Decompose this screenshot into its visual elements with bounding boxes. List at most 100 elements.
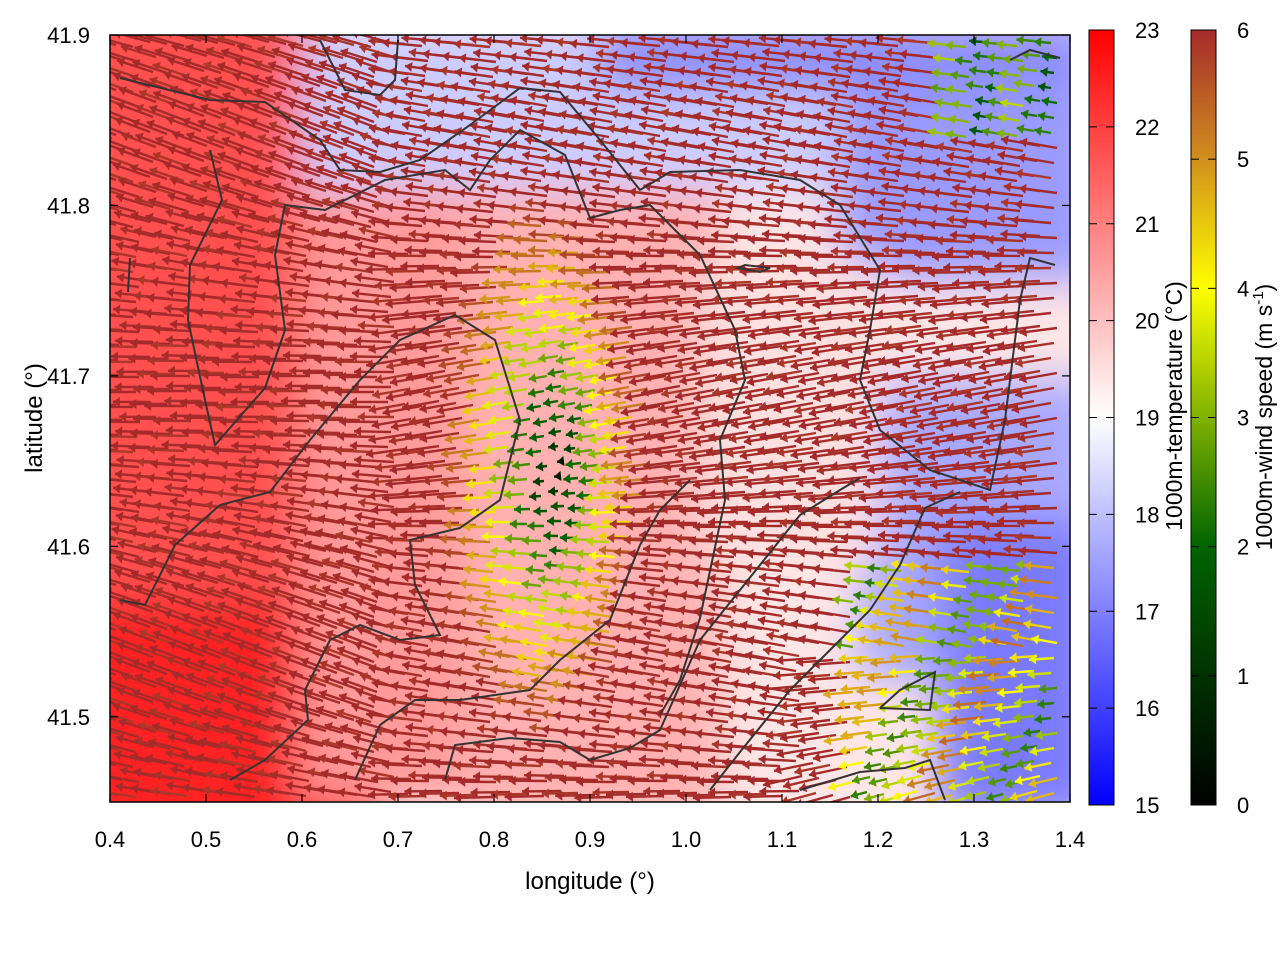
wind-vector-head	[482, 400, 491, 411]
wind-vector-head	[578, 188, 586, 199]
wind-vector-head	[148, 261, 156, 272]
wind-vector-head	[323, 105, 332, 115]
wind-vector-head	[722, 36, 730, 46]
wind-vector-head	[714, 183, 723, 194]
wind-vector-head	[845, 312, 853, 323]
wind-vector-head	[624, 298, 632, 309]
wind-vector-head	[79, 165, 87, 174]
wind-vector-head	[470, 62, 479, 73]
wind-vector	[357, 35, 389, 44]
wind-vector-head	[408, 324, 417, 335]
wind-vector-head	[809, 451, 818, 462]
wind-vector-head	[301, 193, 311, 204]
wind-vector-head	[811, 251, 819, 262]
wind-vector-head	[303, 337, 311, 348]
wind-vector-head	[626, 345, 634, 356]
wind-vector-head	[285, 380, 293, 391]
wind-vector-head	[529, 432, 538, 443]
wind-vector-head	[986, 421, 995, 431]
wind-vector-head	[657, 152, 666, 163]
wind-vector-head	[501, 80, 510, 91]
wind-vector-head	[576, 141, 585, 152]
wind-vector-head	[299, 257, 308, 268]
wind-vector-head	[267, 213, 276, 224]
wind-vector-head	[592, 91, 601, 102]
wind-vector-head	[249, 118, 258, 128]
wind-vector-head	[374, 185, 383, 196]
wind-vector-head	[729, 280, 737, 291]
wind-vector-head	[612, 93, 621, 104]
wind-vector-head	[845, 343, 853, 354]
wind-vector-head	[661, 107, 670, 118]
wind-vector-head	[433, 313, 441, 324]
wind-vector-head	[643, 245, 651, 256]
wind-vector-head	[865, 421, 874, 432]
wind-vector-head	[986, 329, 995, 340]
wind-vector-head	[878, 355, 887, 366]
wind-vector	[110, 70, 120, 77]
wind-vector-head	[365, 78, 374, 89]
wind-vector-head	[777, 357, 785, 368]
wind-vector-head	[250, 194, 259, 205]
wind-vector-head	[257, 45, 266, 56]
wind-vector-head	[532, 307, 541, 318]
wind-vector-head	[181, 163, 191, 173]
wind-vector-head	[978, 361, 987, 372]
wind-vector-head	[358, 225, 367, 236]
wind-vector	[110, 282, 140, 289]
wind-vector-head	[708, 151, 717, 162]
wind-vector-head	[827, 387, 836, 398]
wind-vector-head	[409, 135, 417, 146]
wind-vector-head	[230, 304, 238, 315]
wind-vector-head	[248, 353, 256, 364]
wind-vector-head	[462, 405, 470, 416]
wind-vector-head	[693, 346, 702, 357]
wind-vector-head	[1011, 215, 1019, 226]
wind-vector-head	[758, 35, 767, 44]
wind-vector-head	[268, 60, 277, 71]
wind-vector-head	[830, 278, 838, 289]
wind-vector-head	[689, 362, 698, 373]
wind-vector-head	[249, 290, 257, 301]
wind-vector-head	[639, 120, 647, 131]
wind-vector-head	[522, 61, 530, 72]
wind-vector-head	[759, 61, 768, 72]
wind-vector-head	[660, 295, 669, 306]
wind-vector-head	[258, 134, 267, 144]
wind-vector-head	[657, 433, 666, 444]
wind-vector-head	[722, 216, 730, 227]
wind-vector-head	[403, 197, 411, 208]
wind-vector-head	[234, 381, 242, 392]
wind-vector-head	[525, 447, 534, 458]
wind-vector-head	[559, 139, 568, 150]
wind-vector-head	[663, 93, 672, 103]
wind-vector-head	[439, 281, 448, 292]
wind-vector-head	[1000, 98, 1008, 109]
wind-vector-head	[623, 171, 632, 182]
wind-vector-head	[272, 135, 281, 145]
wind-vector-head	[113, 161, 122, 172]
wind-vector-head	[691, 315, 699, 326]
wind-vector-head	[180, 257, 189, 268]
wind-vector-head	[979, 218, 988, 229]
wind-vector-head	[946, 432, 955, 443]
wind-vector-head	[1019, 231, 1027, 242]
wind-vector-head	[813, 392, 821, 403]
wind-vector-head	[780, 373, 789, 384]
wind-vector-head	[269, 415, 277, 426]
wind-vector-head	[758, 309, 767, 320]
wind-vector-head	[495, 248, 503, 259]
wind-vector-head	[762, 325, 770, 336]
wind-vector-head	[658, 403, 666, 414]
wind-vector-head	[643, 430, 652, 441]
wind-vector-head	[712, 106, 721, 117]
wind-vector-head	[339, 152, 348, 162]
wind-vector-head	[458, 299, 466, 310]
wind-vector-head	[613, 374, 622, 384]
wind-vector-head	[626, 435, 634, 446]
wind-vector-head	[987, 52, 995, 63]
wind-vector-head	[354, 366, 362, 377]
wind-vector-head	[302, 101, 312, 112]
wind-vector-head	[663, 373, 672, 384]
wind-vector-head	[932, 346, 941, 357]
